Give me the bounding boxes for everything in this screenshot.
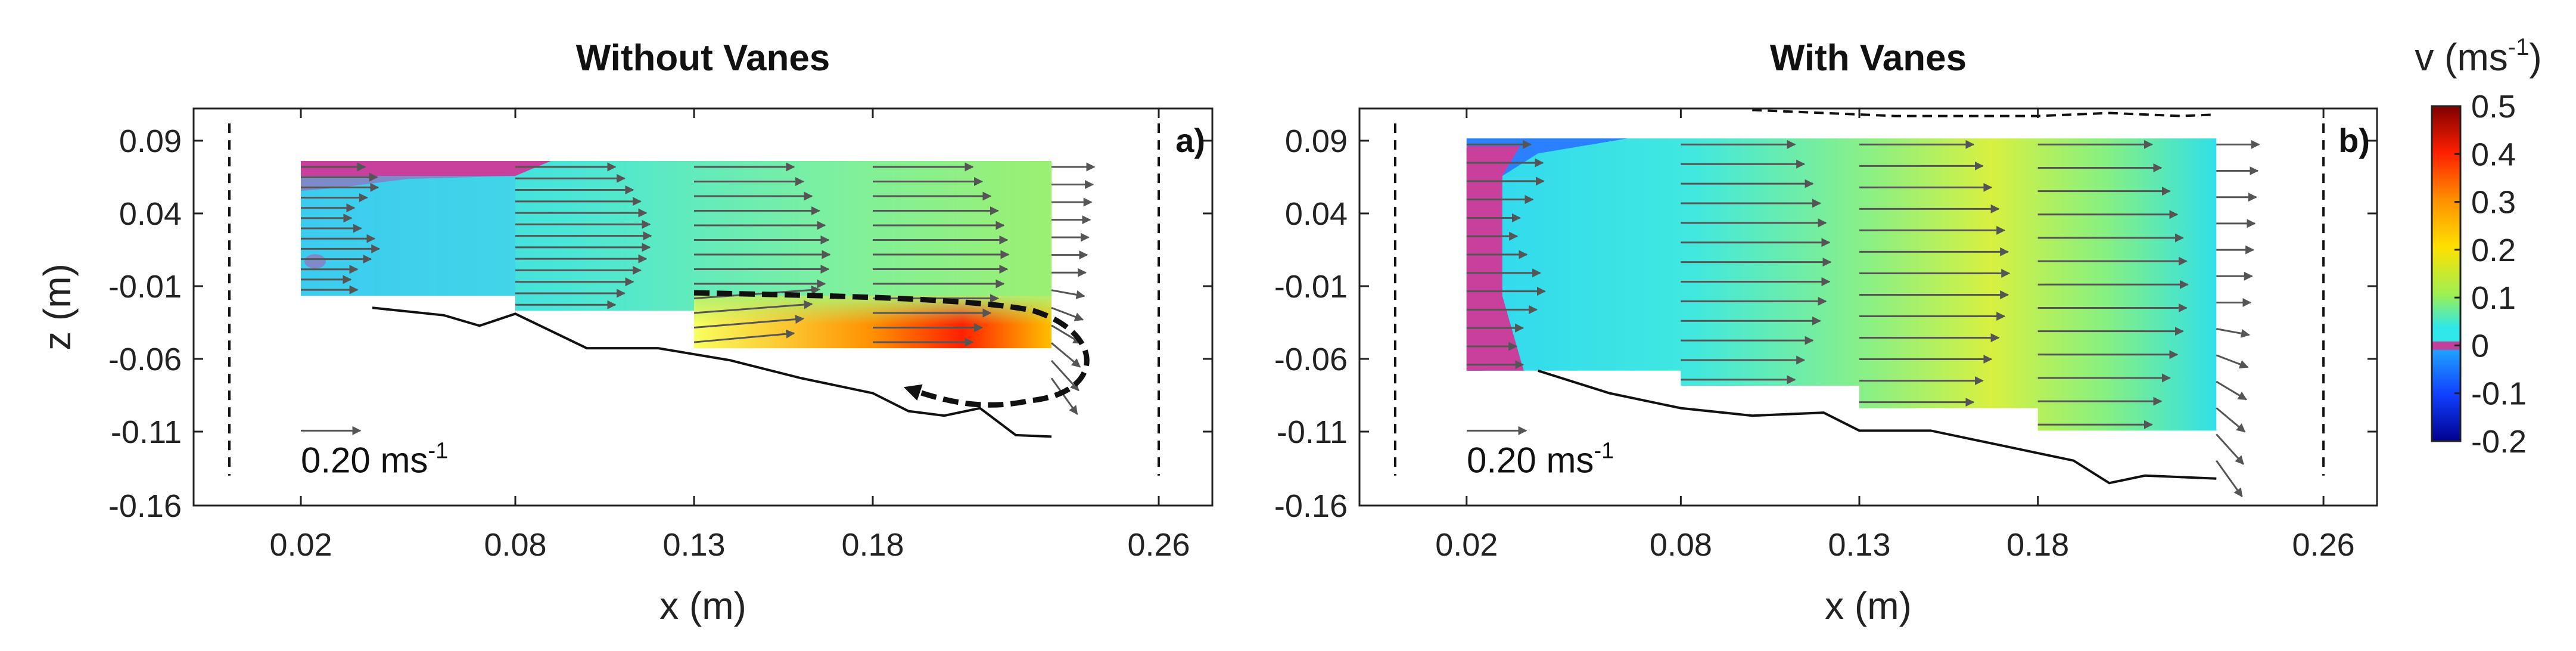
colorbar-label-prefix: v (ms: [2415, 36, 2507, 79]
x-tick-label: 0.08: [1650, 527, 1712, 563]
y-tick-label: -0.16: [108, 488, 182, 524]
chart-title: With Vanes: [1770, 38, 1967, 79]
velocity-vector: [2216, 382, 2246, 399]
low-velocity-zone: [301, 176, 515, 296]
x-tick-label: 0.26: [1127, 527, 1190, 563]
y-tick-label: 0.04: [119, 196, 182, 232]
velocity-vector: [2216, 461, 2242, 497]
x-tick-label: 0.08: [484, 527, 546, 563]
y-axis-label: z (m): [36, 264, 79, 351]
x-tick-label: 0.18: [2006, 527, 2069, 563]
colorbar-tick-label: 0.1: [2471, 280, 2516, 316]
velocity-vector: [2216, 355, 2248, 367]
y-tick-label: -0.01: [1274, 269, 1348, 305]
x-tick-label: 0.02: [1435, 527, 1498, 563]
panel-b: With Vanes 0.09 0.04 -0.01 -0.06 -0.11 -0.16 0.…: [1274, 38, 2377, 627]
colorbar-label: v (ms-1): [2415, 34, 2541, 79]
colorbar-tick-label: 0.3: [2471, 185, 2516, 221]
high-velocity-blend: [694, 296, 1051, 324]
y-tick-label: 0.09: [119, 123, 182, 159]
x-tick-label: 0.13: [1828, 527, 1890, 563]
reference-unit-exponent: -1: [428, 438, 448, 463]
velocity-vector: [2216, 434, 2244, 464]
water-surface-profile: [1752, 110, 2216, 116]
velocity-vector: [1051, 290, 1084, 296]
panel-label: a): [1175, 122, 1205, 159]
y-tick-label: 0.09: [1285, 123, 1348, 159]
velocity-vector: [1051, 343, 1080, 367]
reference-unit-exponent: -1: [1594, 438, 1614, 463]
y-tick-label: -0.06: [108, 342, 182, 377]
reference-vector-label: 0.20 ms-1: [1467, 438, 1614, 480]
y-tick-label: 0.04: [1285, 196, 1348, 232]
velocity-vector: [1051, 361, 1079, 390]
x-tick-label: 0.26: [2292, 527, 2355, 563]
x-axis-label: x (m): [659, 584, 746, 627]
x-tick-label: 0.13: [662, 527, 725, 563]
reference-value: 0.20 ms: [1467, 440, 1594, 480]
panel-a: Without Vanes 0.09 0.04 -0.01 -0.06 -0.11 -0.1…: [36, 38, 1212, 627]
chart-title: Without Vanes: [576, 38, 830, 79]
colorbar-tick-label: -0.1: [2471, 376, 2527, 412]
velocity-vector: [2216, 329, 2249, 335]
colorbar-tick-label: 0.2: [2471, 232, 2516, 268]
y-tick-label: -0.11: [111, 414, 182, 450]
y-tick-label: -0.16: [1274, 488, 1348, 524]
colorbar-tick-label: -0.2: [2471, 424, 2527, 460]
colorbar-label-suffix: ): [2529, 36, 2541, 79]
colorbar-label-exponent: -1: [2508, 34, 2530, 60]
y-tick-label: -0.11: [1277, 414, 1348, 450]
y-tick-label: -0.01: [108, 269, 182, 305]
colorbar-tick-label: 0.4: [2471, 137, 2516, 172]
y-tick-label: -0.06: [1274, 342, 1348, 377]
reference-vector-label: 0.20 ms-1: [301, 438, 448, 480]
colorbar: [2432, 106, 2460, 441]
colorbar-tick-label: 0: [2471, 328, 2489, 364]
panel-label: b): [2338, 122, 2370, 159]
x-tick-label: 0.02: [269, 527, 332, 563]
x-axis-label: x (m): [1825, 584, 1912, 627]
figure-canvas: Without Vanes 0.09 0.04 -0.01 -0.06 -0.11 -0.1…: [0, 0, 2576, 651]
colorbar-tick-label: 0.5: [2471, 89, 2516, 125]
velocity-vector: [2216, 408, 2245, 432]
x-tick-label: 0.18: [841, 527, 904, 563]
reference-value: 0.20 ms: [301, 440, 428, 480]
